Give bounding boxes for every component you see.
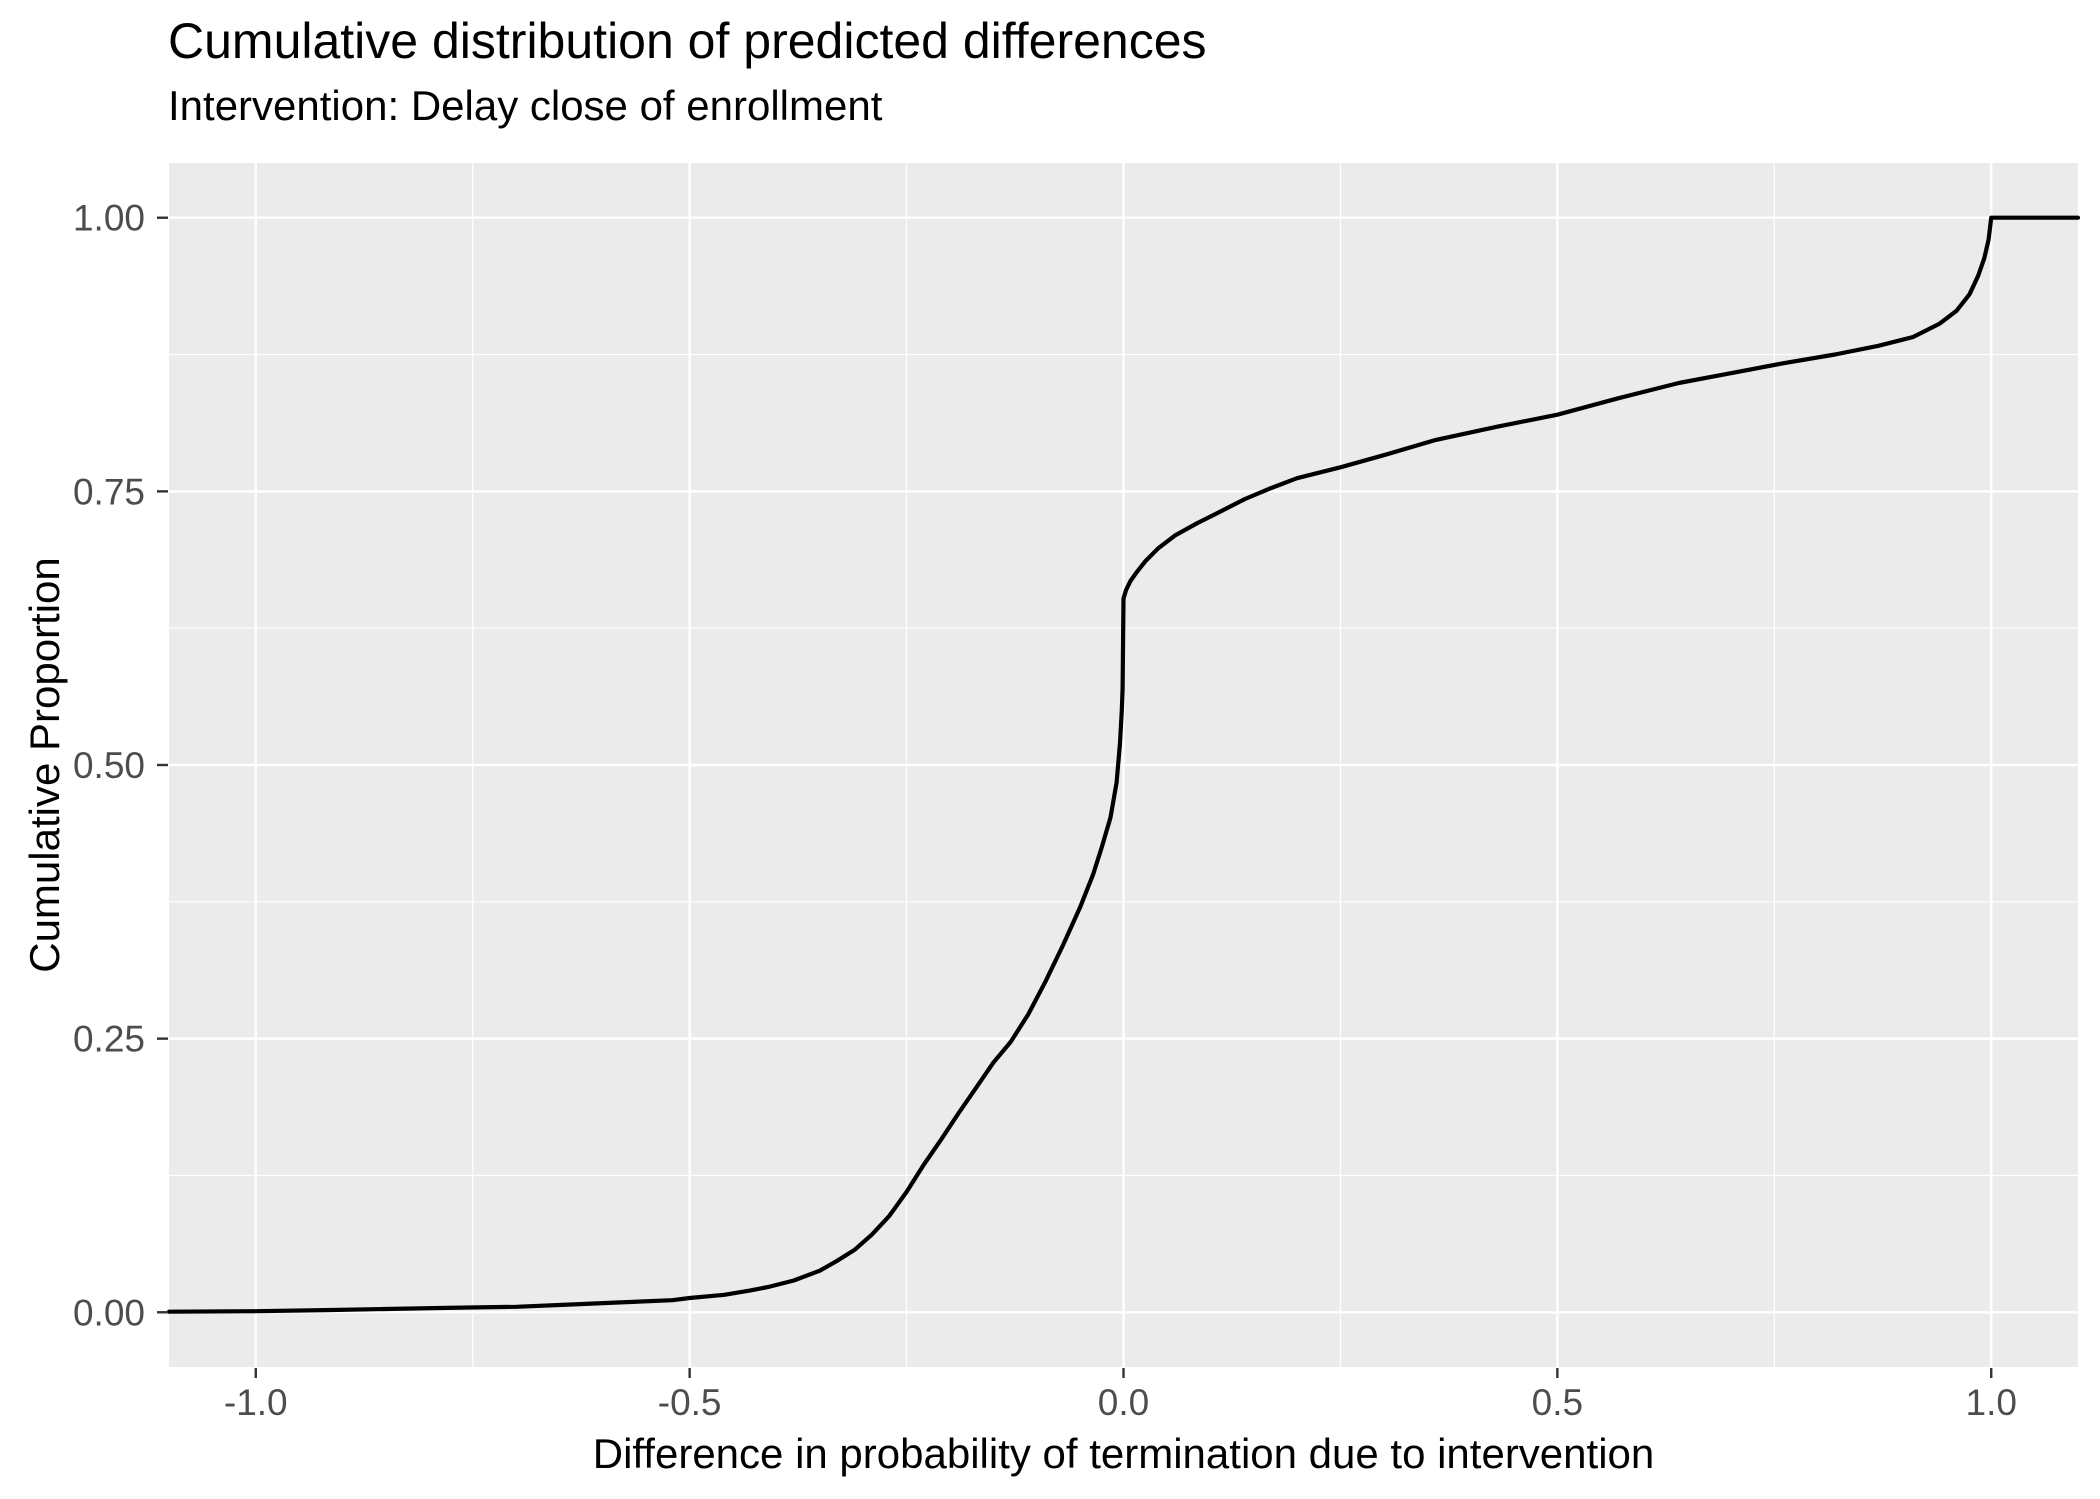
y-axis-title: Cumulative Proportion (21, 557, 68, 973)
y-tick-label: 0.25 (73, 1019, 145, 1060)
ecdf-curve (166, 215, 2081, 1314)
y-tick-label: 1.00 (73, 198, 145, 239)
x-tick-label: 1.0 (1966, 1382, 2017, 1423)
x-axis-title: Difference in probability of termination… (592, 1430, 1655, 1477)
x-tick-label: 0.5 (1532, 1382, 1583, 1423)
chart-title: Cumulative distribution of predicted dif… (168, 13, 1207, 69)
y-tick-label: 0.50 (73, 745, 145, 786)
y-tick-label: 0.75 (73, 471, 145, 512)
x-tick-label: 0.0 (1098, 1382, 1149, 1423)
x-tick-label: -0.5 (658, 1382, 722, 1423)
chart-subtitle: Intervention: Delay close of enrollment (168, 82, 883, 129)
x-tick-label: -1.0 (224, 1382, 288, 1423)
y-tick-label: 0.00 (73, 1292, 145, 1333)
